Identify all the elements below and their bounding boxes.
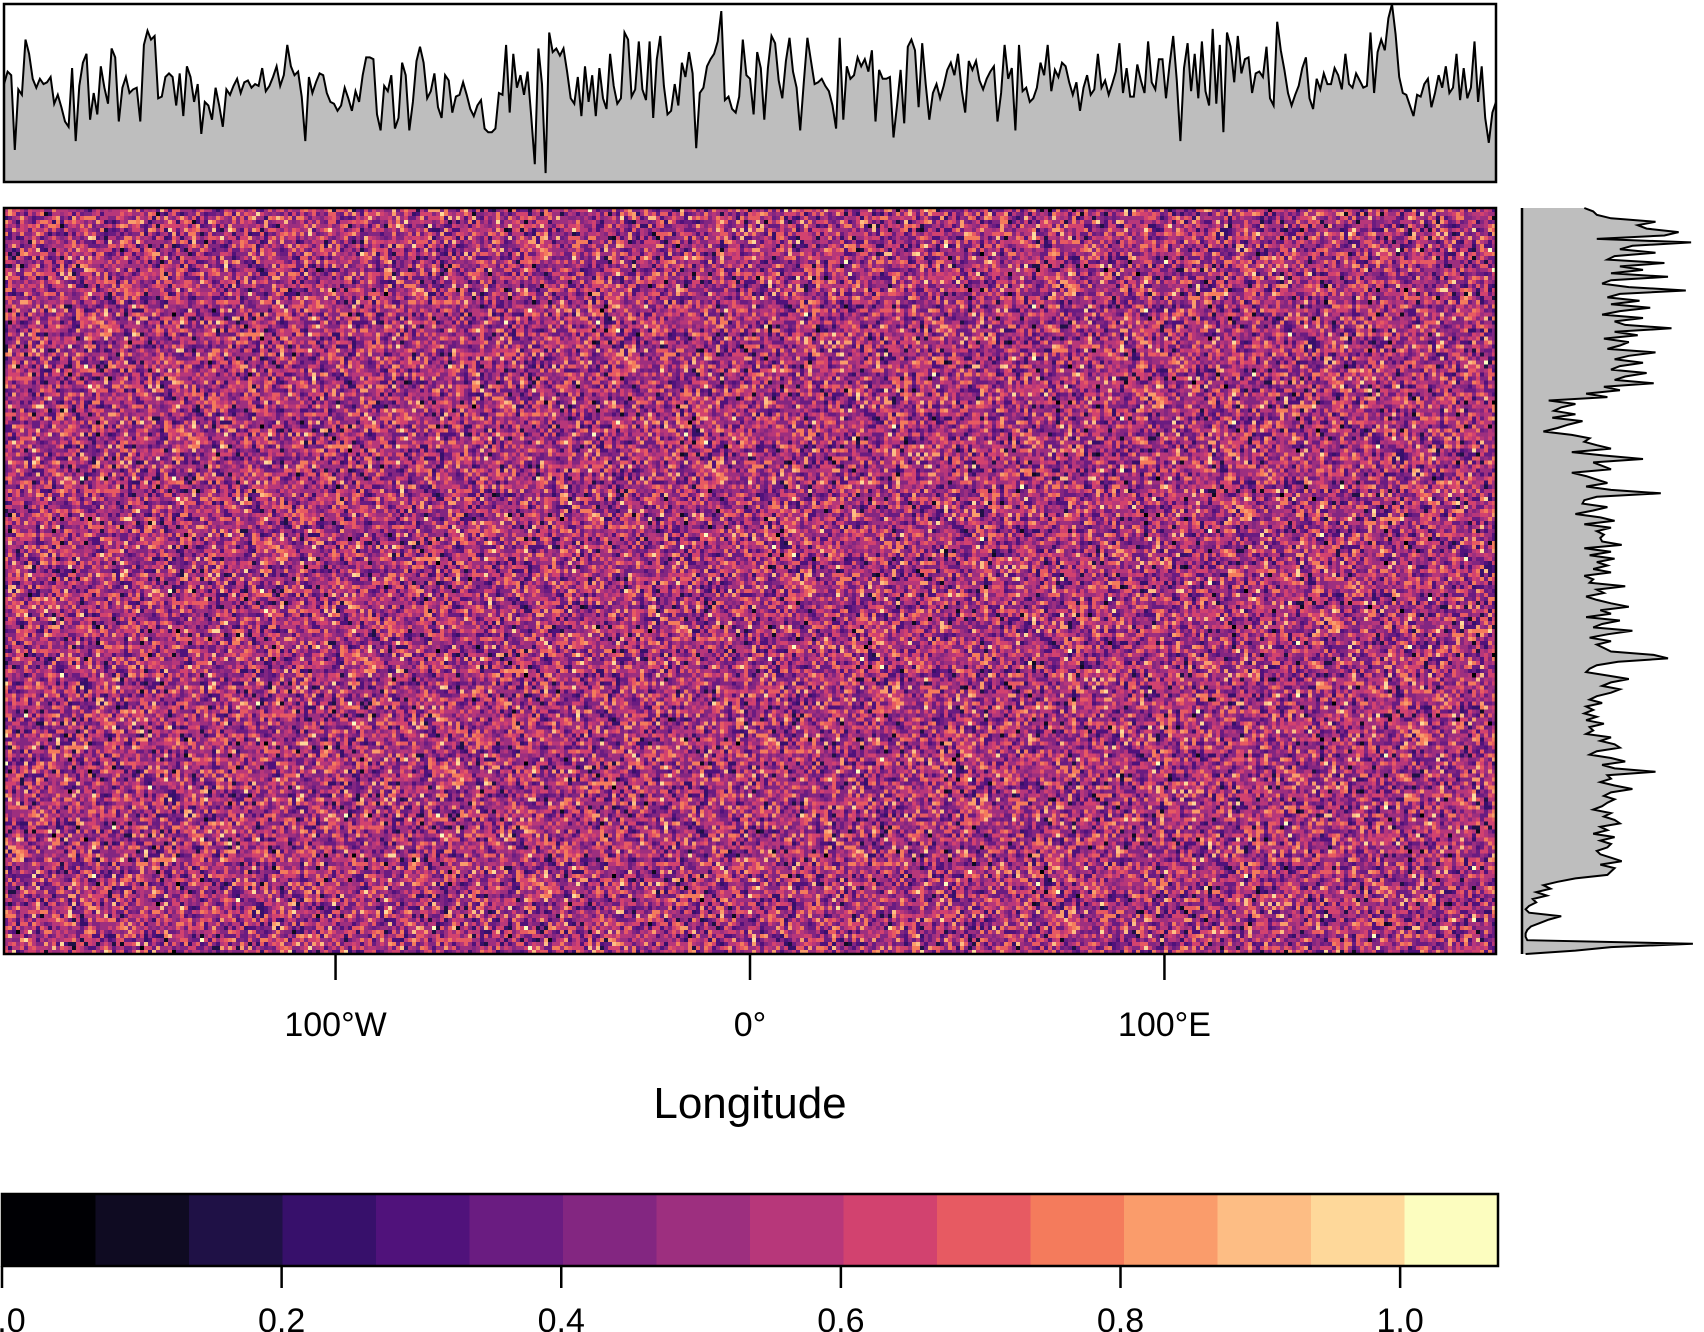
top-marginal-area <box>4 4 1496 182</box>
colorbar-swatch <box>563 1194 658 1266</box>
x-axis: 100°W 0° 100°E <box>284 954 1211 1044</box>
x-axis-title: Longitude <box>653 1079 846 1128</box>
colorbar-swatch <box>1217 1194 1312 1266</box>
colorbar-swatch <box>1030 1194 1125 1266</box>
colorbar-swatch <box>2 1194 97 1266</box>
top-marginal-line <box>3 3 1497 174</box>
colorbar-swatch <box>937 1194 1032 1266</box>
top-marginal-plot <box>2 2 1498 184</box>
colorbar-tick-label: 0.0 <box>0 1302 26 1332</box>
heatmap-frame <box>2 206 1498 956</box>
x-tick-label: 100°E <box>1118 1006 1211 1044</box>
colorbar-frame <box>0 1192 1500 1268</box>
right-marginal-line <box>1524 207 1693 955</box>
colorbar-swatch <box>95 1194 190 1266</box>
right-marginal-area <box>1522 208 1693 954</box>
colorbar-swatch <box>469 1194 564 1266</box>
right-marginal-plot <box>1520 207 1693 955</box>
colorbar-swatch <box>656 1194 751 1266</box>
colorbar-swatch <box>282 1194 377 1266</box>
colorbar-tick-label: 1.0 <box>1376 1302 1423 1332</box>
colorbar-tick-label: 0.4 <box>538 1302 585 1332</box>
colorbar-swatch <box>376 1194 471 1266</box>
colorbar: 0.0 0.2 0.4 0.6 0.8 1.0 <box>0 1192 1500 1332</box>
top-marginal-frame <box>2 2 1498 184</box>
x-tick-label: 0° <box>734 1006 767 1044</box>
colorbar-tick-label: 0.2 <box>258 1302 305 1332</box>
colorbar-swatch <box>1404 1194 1499 1266</box>
colorbar-tick-label: 0.8 <box>1097 1302 1144 1332</box>
colorbar-swatch <box>189 1194 284 1266</box>
colorbar-swatch <box>1124 1194 1219 1266</box>
heatmap-grid <box>4 208 1496 954</box>
colorbar-swatch <box>843 1194 938 1266</box>
colorbar-swatch <box>750 1194 845 1266</box>
x-tick-label: 100°W <box>284 1006 386 1044</box>
colorbar-tick-label: 0.6 <box>817 1302 864 1332</box>
colorbar-swatch <box>1311 1194 1406 1266</box>
